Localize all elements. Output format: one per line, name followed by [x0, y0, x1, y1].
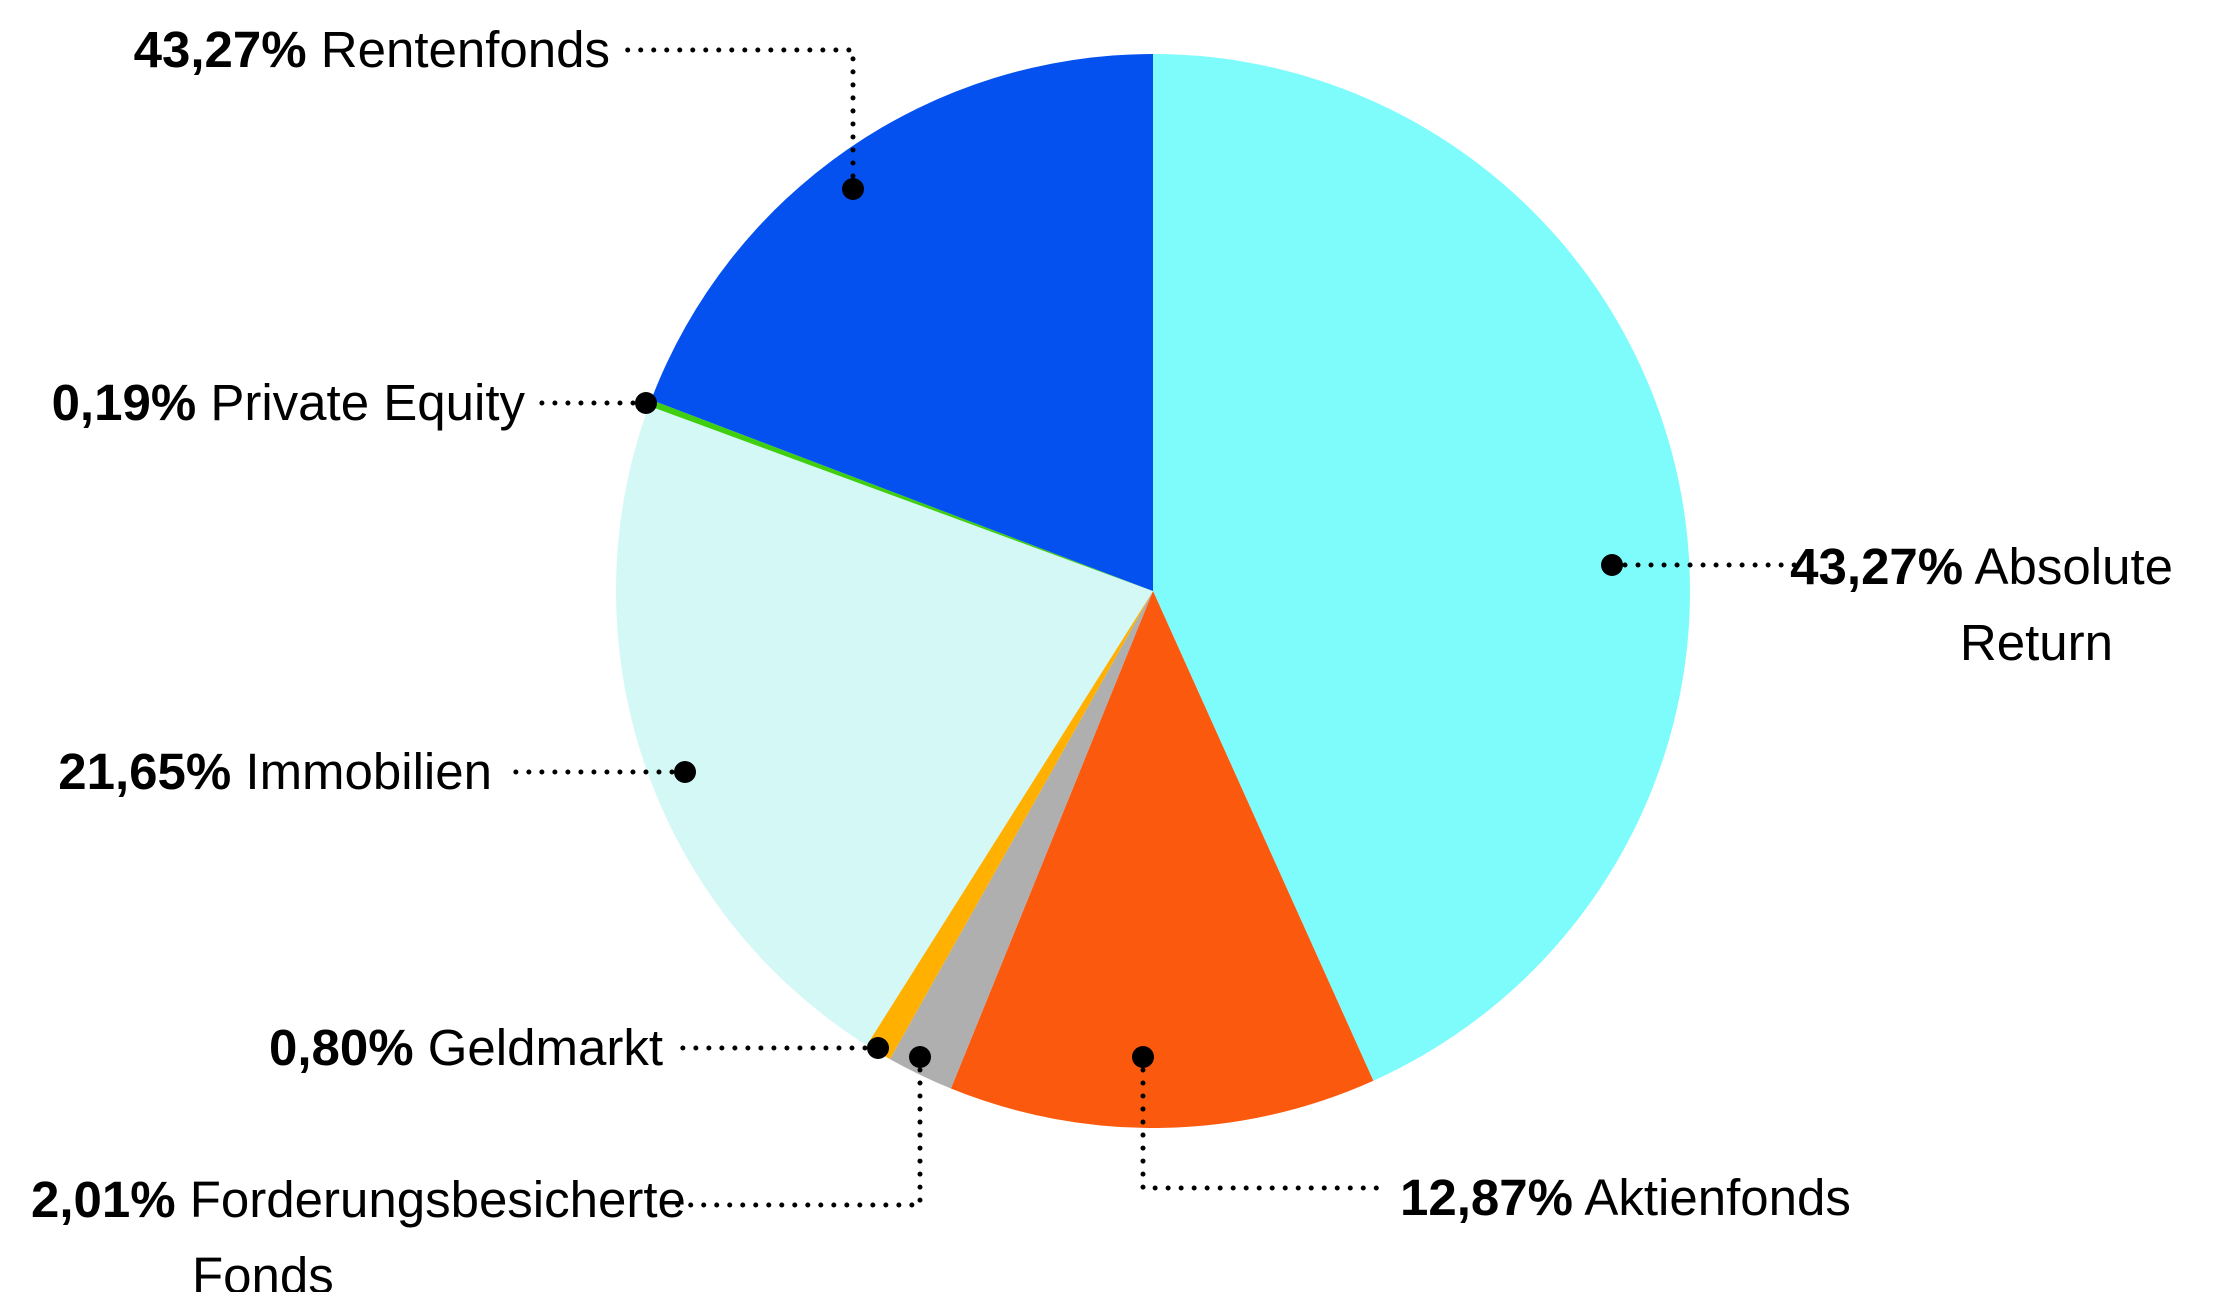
callout-dot-forderungsbesicherte-fonds [909, 1046, 931, 1068]
callout-dot-immobilien [674, 761, 696, 783]
label-absolute-return-line2: Return [1790, 605, 2173, 681]
label-rentenfonds: 43,27% Rentenfonds [134, 12, 610, 88]
slice-forderungsbesicherte-fonds [889, 591, 1153, 1089]
label-immobilien-pct: 21,65% [58, 743, 232, 800]
label-absolute-return-line1: 43,27% Absolute [1790, 529, 2173, 605]
slice-aktienfonds [950, 591, 1374, 1128]
callout-dot-rentenfonds [842, 178, 864, 200]
slice-immobilien [616, 405, 1153, 1046]
callout-dot-aktienfonds [1132, 1046, 1154, 1068]
label-immobilien: 21,65% Immobilien [58, 734, 492, 810]
label-forderungsbesicherte-name1: Forderungsbesicherte [189, 1171, 686, 1228]
label-rentenfonds-name: Rentenfonds [320, 21, 610, 78]
slice-rentenfonds [651, 53, 1153, 591]
label-aktienfonds-name: Aktienfonds [1584, 1169, 1851, 1226]
label-absolute-return: 43,27% Absolute Return [1790, 529, 2173, 681]
label-aktienfonds-pct: 12,87% [1400, 1169, 1573, 1226]
label-geldmarkt-name: Geldmarkt [427, 1019, 663, 1076]
label-immobilien-name: Immobilien [245, 743, 492, 800]
callout-dot-private-equity [635, 392, 657, 414]
label-absolute-return-name2: Return [1959, 614, 2113, 671]
callout-dot-geldmarkt [867, 1037, 889, 1059]
callout-dot-absolute-return [1601, 554, 1623, 576]
label-aktienfonds: 12,87% Aktienfonds [1400, 1160, 1851, 1236]
label-rentenfonds-pct: 43,27% [133, 21, 307, 78]
callout-line-forderungsbesicherte-fonds [667, 1054, 923, 1208]
slice-private-equity [648, 399, 1153, 591]
label-forderungsbesicherte-name2: Fonds [192, 1247, 334, 1292]
label-private-equity-pct: 0,19% [51, 374, 197, 431]
label-geldmarkt: 0,80% Geldmarkt [269, 1010, 663, 1086]
label-private-equity: 0,19% Private Equity [52, 365, 525, 441]
label-private-equity-name: Private Equity [210, 374, 525, 431]
callout-line-rentenfonds [615, 47, 856, 192]
label-forderungsbesicherte-line1: 2,01% Forderungsbesicherte [31, 1162, 686, 1238]
label-forderungsbesicherte-line2: Fonds [31, 1238, 686, 1292]
slice-absolute-return [1153, 54, 1690, 1081]
label-forderungsbesicherte-fonds: 2,01% Forderungsbesicherte Fonds [31, 1162, 686, 1292]
label-geldmarkt-pct: 0,80% [268, 1019, 414, 1076]
callout-line-aktienfonds [1140, 1054, 1388, 1191]
label-forderungsbesicherte-pct: 2,01% [31, 1171, 176, 1228]
label-absolute-return-pct: 43,27% [1790, 538, 1964, 595]
label-absolute-return-name1: Absolute [1974, 538, 2173, 595]
slice-geldmarkt [866, 591, 1153, 1060]
